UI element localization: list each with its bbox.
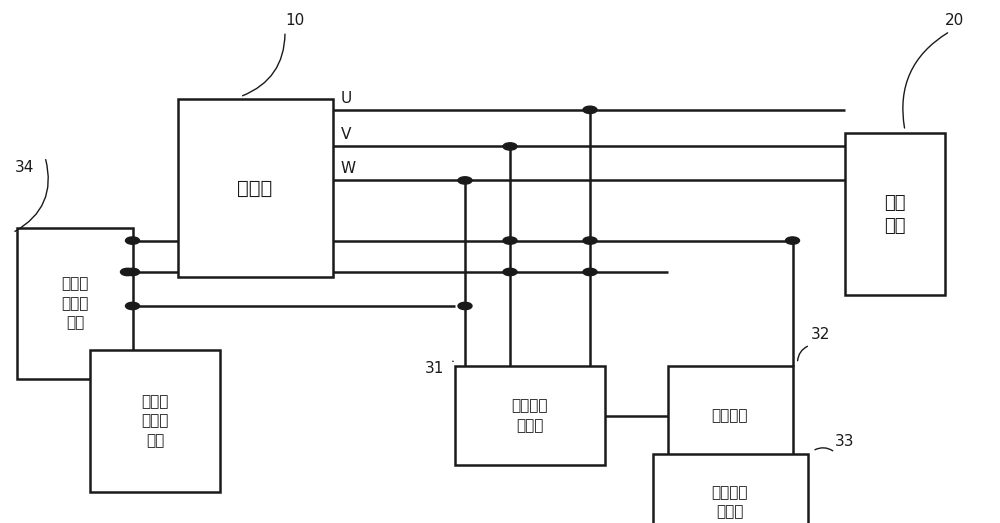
Circle shape [126,302,140,310]
Text: 10: 10 [285,14,305,28]
Text: U: U [340,90,352,106]
Text: 高速脉
冲缓冲
单元: 高速脉 冲缓冲 单元 [61,276,89,331]
Circle shape [126,268,140,276]
Text: 工作状
态显示
装置: 工作状 态显示 装置 [141,394,169,448]
Circle shape [126,237,140,244]
Circle shape [503,268,517,276]
Text: 电能热能
转换器: 电能热能 转换器 [712,485,748,519]
Bar [178,99,332,277]
Bar [668,366,792,465]
Text: 尖峰电压
检测器: 尖峰电压 检测器 [512,399,548,433]
Text: V: V [340,127,351,142]
Text: 32: 32 [810,327,830,342]
Text: 34: 34 [15,160,35,175]
Circle shape [503,143,517,150]
Text: 变频器: 变频器 [237,179,273,198]
Circle shape [583,106,597,113]
Text: W: W [340,161,356,176]
Circle shape [458,177,472,184]
Text: 33: 33 [835,435,855,449]
Circle shape [583,268,597,276]
Text: 31: 31 [425,361,445,376]
Circle shape [583,237,597,244]
Bar [455,366,605,465]
Bar [652,453,808,523]
Bar [17,228,132,379]
Circle shape [458,302,472,310]
Bar [845,133,945,295]
Circle shape [120,268,134,276]
Text: 20: 20 [945,14,965,28]
Circle shape [503,237,517,244]
Circle shape [786,237,800,244]
Bar [90,350,220,492]
Text: 开关元件: 开关元件 [712,408,748,423]
Text: 交流
电机: 交流 电机 [884,194,906,235]
